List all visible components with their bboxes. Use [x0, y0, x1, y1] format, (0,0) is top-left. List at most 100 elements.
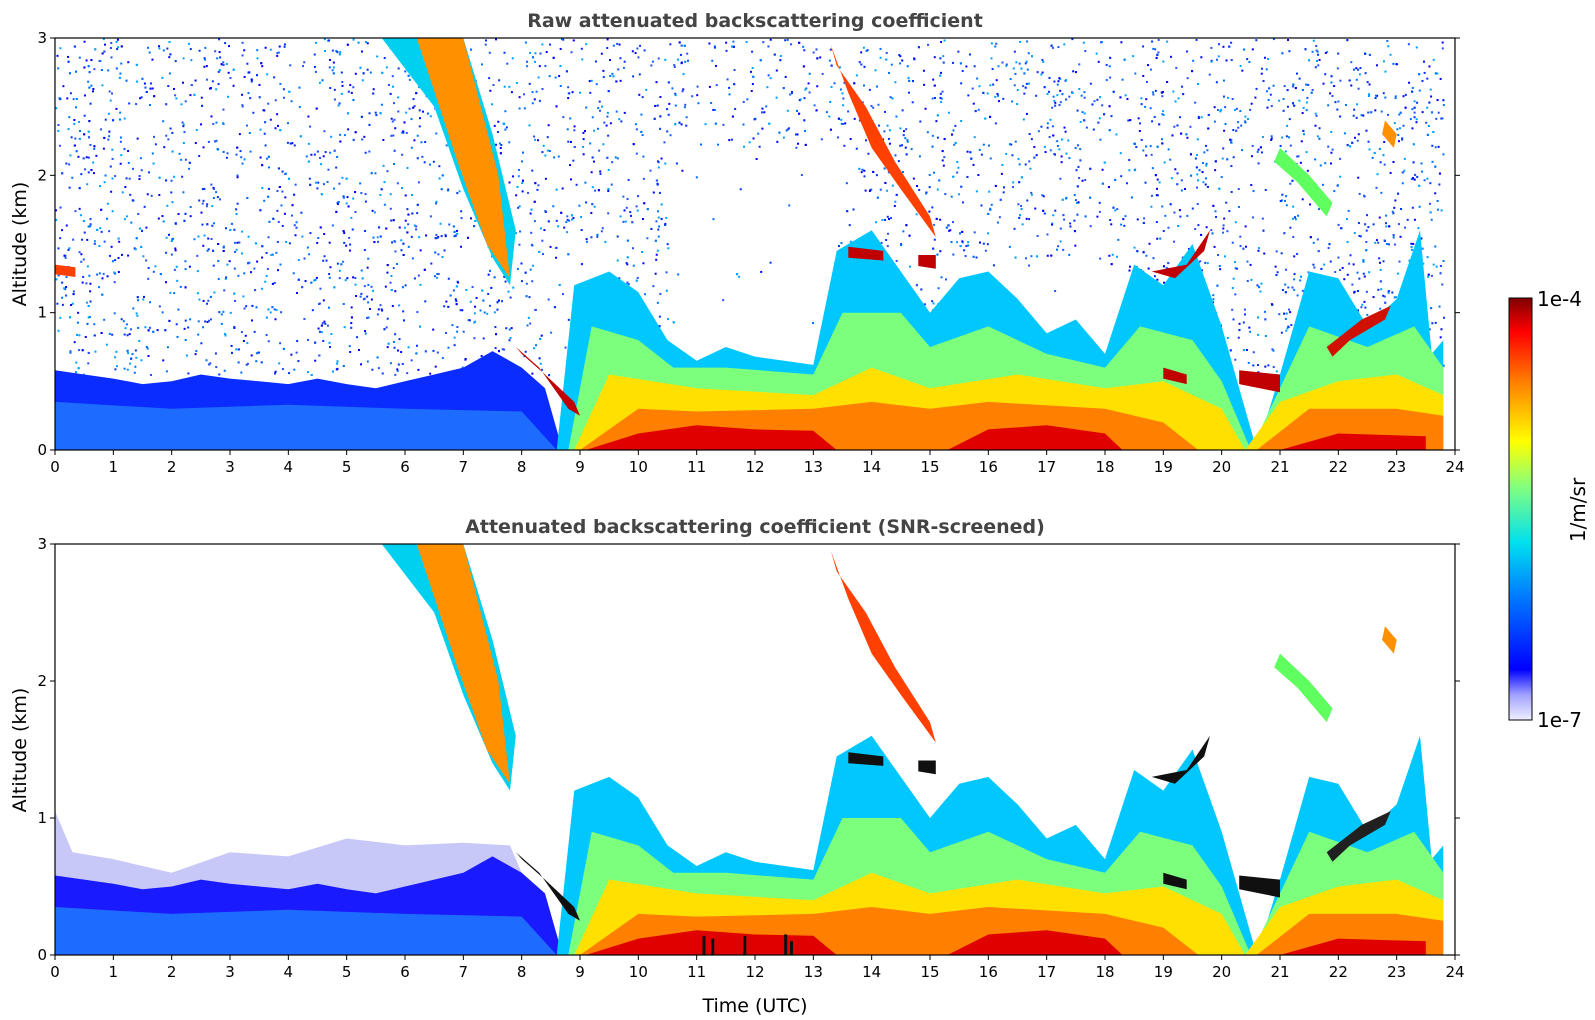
noise-speck — [89, 143, 92, 146]
noise-speck — [151, 58, 154, 61]
noise-speck — [676, 58, 679, 61]
noise-speck — [1216, 108, 1219, 111]
noise-speck — [1402, 95, 1405, 98]
noise-speck — [273, 308, 276, 311]
noise-speck — [1054, 104, 1057, 107]
noise-speck — [303, 61, 306, 64]
noise-speck — [375, 114, 378, 117]
noise-speck — [1133, 246, 1136, 249]
noise-speck — [585, 201, 588, 204]
noise-speck — [459, 309, 462, 312]
noise-speck — [114, 259, 117, 262]
noise-speck — [908, 91, 911, 94]
noise-speck — [612, 44, 615, 47]
noise-speck — [148, 171, 151, 174]
noise-speck — [303, 257, 306, 260]
noise-speck — [55, 278, 58, 281]
noise-speck — [986, 243, 989, 246]
noise-speck — [78, 120, 81, 123]
noise-speck — [1254, 96, 1257, 99]
noise-speck — [1093, 100, 1096, 103]
noise-speck — [461, 309, 464, 312]
noise-speck — [1119, 152, 1122, 155]
noise-speck — [1431, 160, 1434, 163]
noise-speck — [1231, 287, 1234, 290]
noise-speck — [126, 334, 129, 337]
noise-speck — [1073, 219, 1076, 222]
noise-speck — [1240, 124, 1243, 127]
noise-speck — [526, 324, 529, 327]
noise-speck — [879, 188, 882, 191]
noise-speck — [1205, 162, 1208, 165]
noise-speck — [220, 322, 223, 325]
noise-speck — [1046, 254, 1049, 257]
noise-speck — [559, 85, 562, 88]
noise-speck — [273, 76, 276, 79]
noise-speck — [90, 84, 93, 87]
noise-speck — [1269, 93, 1272, 96]
noise-speck — [1261, 136, 1264, 139]
noise-speck — [755, 158, 758, 161]
noise-speck — [843, 144, 846, 147]
noise-speck — [544, 210, 547, 213]
noise-speck — [1434, 146, 1437, 149]
noise-speck — [1176, 124, 1179, 127]
noise-speck — [161, 76, 164, 79]
noise-speck — [947, 111, 950, 114]
noise-speck — [1285, 135, 1288, 138]
noise-speck — [508, 181, 511, 184]
noise-speck — [342, 230, 345, 233]
noise-speck — [607, 189, 610, 192]
noise-speck — [1384, 96, 1387, 99]
noise-speck — [585, 238, 588, 241]
noise-speck — [961, 240, 964, 243]
noise-speck — [619, 57, 622, 60]
noise-speck — [1428, 101, 1431, 104]
noise-speck — [314, 341, 317, 344]
noise-speck — [1420, 162, 1423, 165]
noise-speck — [241, 105, 244, 108]
noise-speck — [886, 124, 889, 127]
noise-speck — [498, 142, 501, 145]
noise-speck — [978, 241, 981, 244]
noise-speck — [761, 107, 764, 110]
noise-speck — [1142, 221, 1145, 224]
noise-speck — [933, 84, 936, 87]
noise-speck — [1423, 71, 1426, 74]
noise-speck — [311, 309, 314, 312]
noise-speck — [109, 165, 112, 168]
noise-speck — [683, 106, 686, 109]
noise-speck — [171, 131, 174, 134]
noise-speck — [1077, 144, 1080, 147]
noise-speck — [145, 259, 148, 262]
noise-speck — [1130, 196, 1133, 199]
noise-speck — [307, 160, 310, 163]
noise-speck — [999, 198, 1002, 201]
noise-speck — [1230, 191, 1233, 194]
noise-speck — [980, 153, 983, 156]
noise-speck — [599, 172, 602, 175]
noise-speck — [1368, 93, 1371, 96]
noise-speck — [69, 351, 72, 354]
noise-speck — [813, 104, 816, 107]
noise-speck — [529, 51, 532, 54]
noise-speck — [1333, 190, 1336, 193]
noise-speck — [83, 231, 86, 234]
noise-speck — [1399, 111, 1402, 114]
noise-speck — [113, 271, 116, 274]
noise-speck — [1041, 194, 1044, 197]
noise-speck — [1154, 89, 1157, 92]
noise-speck — [1142, 74, 1145, 77]
noise-speck — [87, 304, 90, 307]
noise-speck — [87, 351, 90, 354]
noise-speck — [93, 68, 96, 71]
noise-speck — [632, 264, 635, 267]
noise-speck — [1288, 50, 1291, 53]
noise-speck — [138, 227, 141, 230]
noise-speck — [416, 212, 419, 215]
noise-speck — [1207, 127, 1210, 130]
panel1-title: Raw attenuated backscattering coefficien… — [527, 10, 983, 32]
noise-speck — [1392, 234, 1395, 237]
noise-speck — [116, 46, 119, 49]
noise-speck — [174, 222, 177, 225]
